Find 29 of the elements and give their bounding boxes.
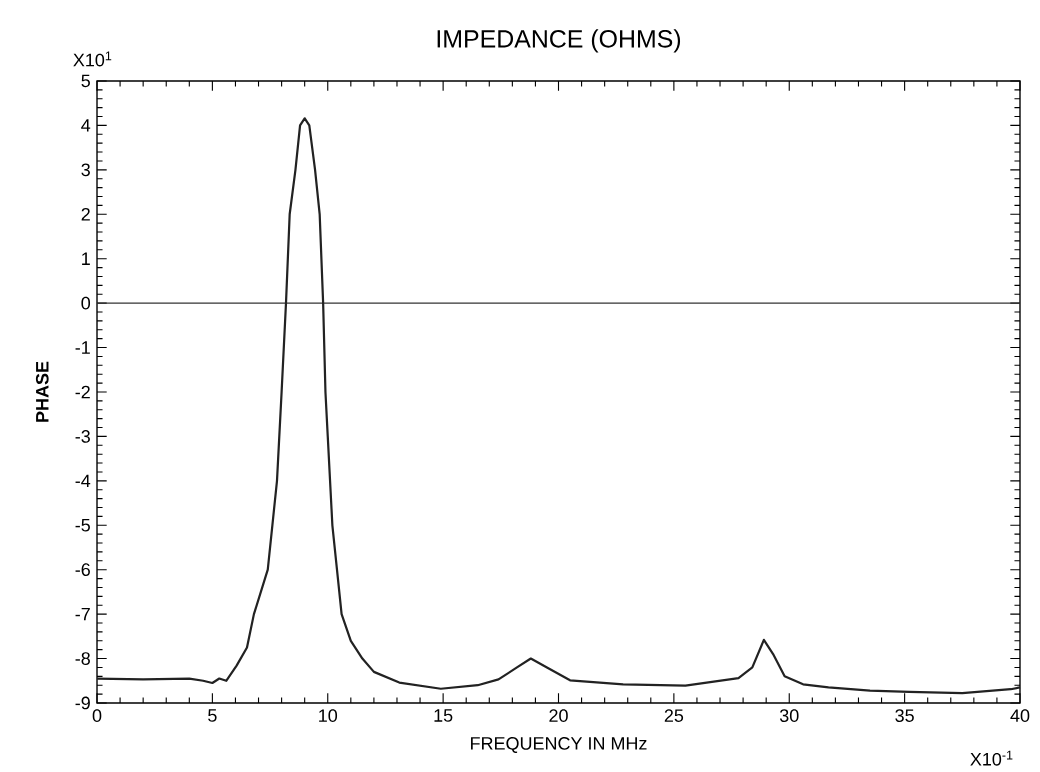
text: X10$^{-1}$ (970, 750, 1013, 766)
x-tick-label: 10 (319, 709, 338, 723)
x-tick-label: 35 (895, 709, 914, 723)
y-tick-label: -2 (75, 385, 90, 399)
x-tick-label: 0 (92, 709, 102, 723)
chart-title: IMPEDANCE (OHMS) (437, 29, 681, 53)
x-tick-label: 15 (434, 709, 453, 722)
y-tick-label: 3 (81, 163, 90, 177)
y-tick-label: -1 (75, 341, 90, 354)
x-tick-label: 20 (549, 709, 568, 723)
y-tick-label: 2 (81, 208, 90, 221)
x-tick-label: 30 (779, 709, 799, 723)
y-tick-label: -6 (75, 563, 90, 577)
x-tick-label: 25 (664, 709, 684, 723)
y-tick-label: -9 (75, 696, 90, 710)
x-tick-label: 40 (1010, 709, 1030, 723)
y-tick-label: -7 (75, 608, 90, 621)
y-tick-label: -8 (75, 652, 90, 666)
y-tick-label: 0 (81, 296, 91, 310)
y-tick-label: 1 (82, 252, 90, 266)
y-axis-title: PHASE (35, 361, 49, 422)
y-tick-label: -4 (75, 474, 91, 488)
y-tick-label: -3 (75, 430, 90, 443)
text: X10$^{1}$ (73, 51, 112, 67)
y-tick-label: -5 (75, 519, 90, 532)
y-tick-label: 5 (81, 74, 90, 88)
x-axis-title: FREQUENCY IN MHz (471, 737, 647, 754)
y-tick-label: 4 (81, 119, 91, 132)
x-tick-label: 5 (208, 709, 217, 722)
